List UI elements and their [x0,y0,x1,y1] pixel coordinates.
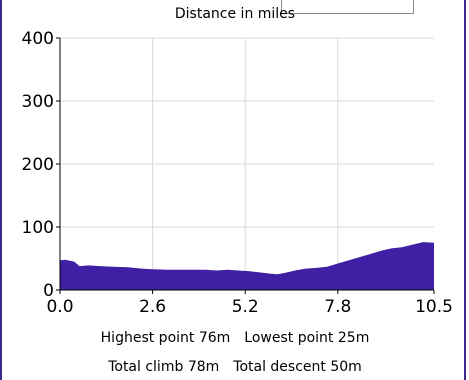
x-tick-label: 2.6 [139,297,166,317]
y-tick-label: 300 [22,92,54,112]
x-tick-label: 10.5 [415,297,453,317]
total-climb-value: 78m [187,359,220,375]
total-climb-label: Total climb [108,359,184,375]
y-tick-label: 200 [22,155,54,175]
x-tick-label: 7.8 [324,297,351,317]
y-tick-label: 0 [43,281,54,301]
x-tick-label: 0.0 [46,297,73,317]
x-tick-label: 5.2 [232,297,259,317]
lowest-point-label: Lowest point [244,330,334,346]
y-tick-label: 400 [22,29,54,49]
top-control-box[interactable] [281,0,414,14]
total-descent-label: Total descent [233,359,326,375]
elevation-extremes: Highest point 76m Lowest point 25m [2,330,468,346]
lowest-point-value: 25m [337,330,370,346]
elevation-area [60,242,434,290]
highest-point-label: Highest point [100,330,195,346]
elevation-totals: Total climb 78m Total descent 50m [2,359,468,375]
y-tick-label: 100 [22,218,54,238]
chart-title: Distance in miles [174,6,296,22]
total-descent-value: 50m [330,359,362,375]
highest-point-value: 76m [198,330,231,346]
